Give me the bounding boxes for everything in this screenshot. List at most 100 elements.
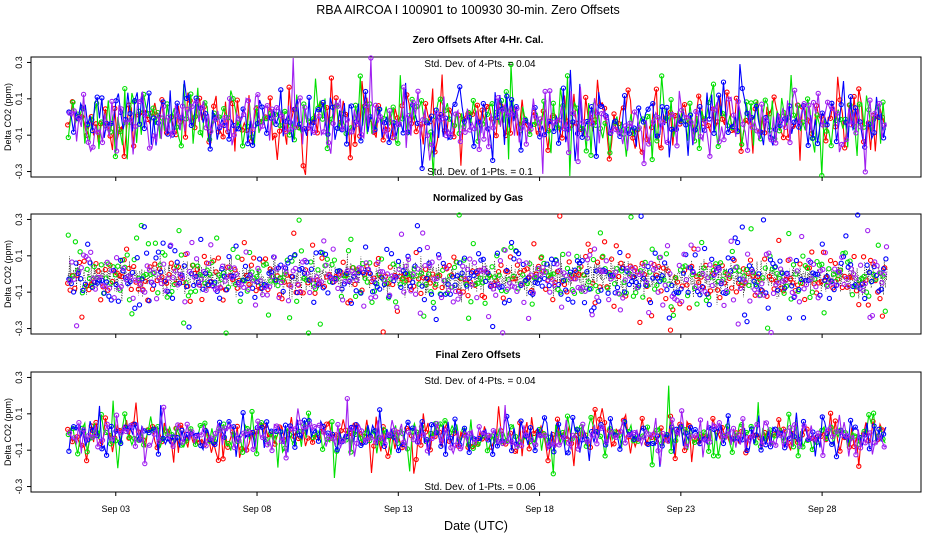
data-point [387,292,393,298]
data-point [768,329,774,336]
data-point [617,307,624,313]
data-point [570,414,576,421]
data-point [271,254,277,260]
data-point [682,426,688,433]
x-axis-label: Date (UTC) [444,519,508,533]
data-point [850,271,857,277]
data-point [583,94,589,101]
data-point [746,282,752,289]
data-point [595,288,601,295]
data-point [475,251,482,257]
data-point [428,129,434,135]
data-point [687,112,694,118]
data-point [678,286,684,292]
data-point [255,91,261,98]
data-point [614,284,621,291]
data-point [446,262,452,269]
data-point [188,426,194,432]
data-point [163,288,169,294]
data-point [420,432,426,438]
data-point [615,290,621,296]
data-point [146,90,152,96]
data-point [813,284,819,290]
data-point [415,88,421,94]
data-point [172,268,179,274]
data-point [368,55,374,61]
data-point [70,273,76,279]
data-point [776,417,782,423]
data-point [688,242,694,248]
data-point [786,315,793,321]
data-point [728,238,734,244]
data-point [213,269,219,275]
data-point [79,314,85,320]
data-point [716,420,722,426]
data-point [857,445,864,451]
data-point [108,441,114,447]
data-point [65,134,71,141]
data-point [848,122,854,128]
data-point [471,260,478,266]
data-point [394,115,401,121]
data-point [657,278,663,284]
data-point [764,325,771,331]
data-point [264,102,270,109]
data-point [691,439,698,446]
data-point [848,435,854,441]
data-point [198,442,204,449]
data-point [644,282,651,288]
data-point [457,446,463,452]
data-point [559,135,565,141]
data-point [128,286,134,293]
data-point [286,315,293,321]
data-point [363,437,369,443]
data-point [235,254,241,260]
data-point [736,268,743,274]
data-point [839,141,845,148]
data-point [391,135,398,141]
data-point [95,268,101,274]
data-point [526,446,532,452]
data-point [387,107,393,114]
data-point [790,280,796,286]
data-point [758,447,764,453]
data-point [759,281,765,287]
data-point [149,279,155,285]
data-point [115,263,121,269]
data-point [589,121,595,127]
data-point [721,432,727,439]
data-point [98,297,104,303]
data-point [565,149,572,156]
data-point [161,404,167,410]
data-point [797,261,803,267]
data-point [239,449,246,455]
data-point [605,290,611,296]
data-point [866,293,872,299]
data-point [650,119,657,125]
data-point [426,260,432,266]
data-point [89,116,95,123]
data-point [178,252,184,258]
data-point [711,423,718,429]
data-point [145,241,152,247]
data-point [617,133,623,140]
data-point [634,285,640,291]
data-point [448,445,454,451]
data-point [805,142,811,149]
data-point [76,259,83,266]
data-point [580,284,586,291]
data-point [155,249,162,255]
data-point [707,153,713,159]
data-point [725,413,731,419]
data-point [372,439,379,445]
data-point [734,239,741,246]
data-point [554,261,560,267]
data-point [485,313,492,320]
data-point [231,265,237,271]
data-point [363,260,369,266]
series-line-purple [69,57,887,174]
data-point [377,106,383,112]
data-point [606,296,612,303]
data-point [234,423,240,430]
data-point [392,299,399,305]
